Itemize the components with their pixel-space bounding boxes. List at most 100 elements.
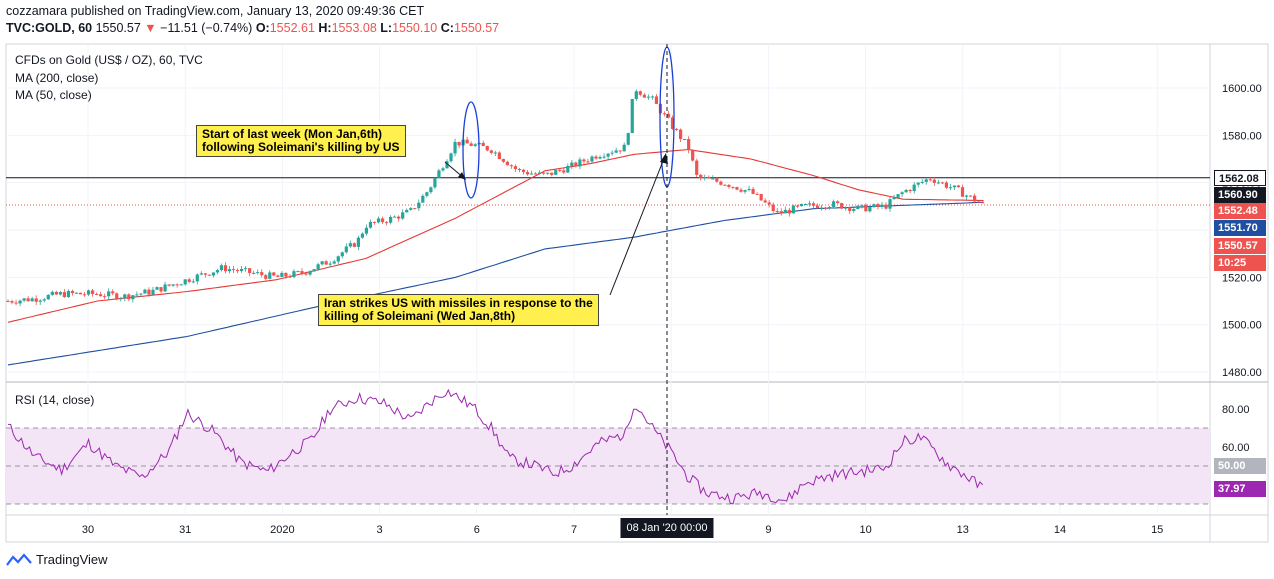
annotation-jan6-line2: following Soleimani's killing by US xyxy=(202,140,400,154)
rsi-line xyxy=(7,388,984,505)
candle-body-241 xyxy=(977,201,981,203)
candle-body-160 xyxy=(650,96,654,98)
candle-body-61 xyxy=(252,272,256,274)
candle-body-48 xyxy=(199,273,203,275)
candle-body-12 xyxy=(54,291,58,295)
candle-body-181 xyxy=(735,187,739,190)
candle-body-189 xyxy=(767,202,771,205)
candle-body-233 xyxy=(944,182,949,188)
candle-body-68 xyxy=(280,272,284,277)
candle-body-9 xyxy=(42,299,46,301)
highlight-ellipse-jan6 xyxy=(462,101,480,199)
candle-body-41 xyxy=(171,284,175,286)
candle-body-32 xyxy=(135,294,139,296)
rsi-value-tag: 37.97 xyxy=(1214,481,1266,497)
candle-body-229 xyxy=(928,179,932,181)
candle-body-35 xyxy=(147,289,151,295)
candle-body-219 xyxy=(888,199,892,209)
candle-body-176 xyxy=(715,178,719,182)
candle-body-111 xyxy=(453,141,457,154)
candle-body-153 xyxy=(622,144,626,152)
candle-body-134 xyxy=(546,172,550,174)
candle-body-60 xyxy=(248,268,252,274)
price-tag-ma50: 1552.48 xyxy=(1214,203,1266,219)
candle-body-187 xyxy=(759,193,763,201)
candle-body-230 xyxy=(932,179,936,183)
tradingview-logo[interactable]: TradingView xyxy=(6,552,108,567)
candle-body-183 xyxy=(743,190,747,192)
candle-body-232 xyxy=(940,182,944,184)
candle-body-209 xyxy=(848,207,852,211)
candle-body-108 xyxy=(441,168,445,171)
candle-body-8 xyxy=(38,300,42,302)
candle-body-152 xyxy=(618,150,622,152)
candle-body-101 xyxy=(413,208,417,210)
candle-body-74 xyxy=(304,273,308,275)
candle-body-3 xyxy=(18,300,22,304)
rsi-tick-label-0: 80.00 xyxy=(1222,404,1250,416)
candle-body-128 xyxy=(521,169,526,173)
price-tick-label-0: 1480.00 xyxy=(1222,367,1262,379)
candle-body-214 xyxy=(868,207,872,212)
candle-body-43 xyxy=(179,284,183,286)
candle-body-186 xyxy=(755,193,759,195)
candle-body-242 xyxy=(981,202,985,204)
arrow-note2-head xyxy=(660,153,668,164)
candle-body-104 xyxy=(425,192,429,196)
annotation-jan8[interactable]: Iran strikes US with missiles in respons… xyxy=(318,294,599,326)
annotation-jan6[interactable]: Start of last week (Mon Jan,6th) followi… xyxy=(196,125,406,157)
candle-body-14 xyxy=(62,292,66,298)
legend-ma50[interactable]: MA (50, close) xyxy=(15,88,92,102)
symbol: TVC:GOLD, 60 xyxy=(6,21,93,35)
candle-body-24 xyxy=(103,296,107,298)
price-tick-label-1: 1500.00 xyxy=(1222,320,1262,332)
candle-body-196 xyxy=(795,205,799,207)
candle-body-71 xyxy=(292,271,296,277)
candle-body-16 xyxy=(70,290,75,294)
candle-body-89 xyxy=(364,227,369,234)
candle-body-46 xyxy=(191,281,195,283)
candle-body-69 xyxy=(284,272,288,277)
candle-body-208 xyxy=(844,207,848,209)
candle-body-109 xyxy=(445,161,449,169)
candle-body-129 xyxy=(525,172,530,175)
candle-body-25 xyxy=(107,291,111,297)
candle-body-119 xyxy=(485,146,489,151)
time-tick-label-7: 9 xyxy=(765,524,772,536)
legend-rsi[interactable]: RSI (14, close) xyxy=(15,393,95,407)
candle-body-212 xyxy=(860,204,864,206)
price-tick-label-2: 1520.00 xyxy=(1222,272,1262,284)
candle-body-118 xyxy=(481,142,485,147)
candle-body-29 xyxy=(123,294,127,299)
candle-body-215 xyxy=(872,204,876,208)
candle-body-64 xyxy=(264,275,268,279)
candle-body-178 xyxy=(723,184,727,186)
candle-body-177 xyxy=(719,181,723,185)
candle-body-84 xyxy=(344,246,348,253)
candle-body-82 xyxy=(336,256,340,262)
candle-body-34 xyxy=(143,289,147,294)
candle-body-136 xyxy=(554,170,558,175)
candle-body-173 xyxy=(703,177,707,179)
candle-body-26 xyxy=(111,291,115,294)
price-tick-label-6: 1600.00 xyxy=(1222,83,1262,95)
close-value: 1550.57 xyxy=(453,21,500,35)
candle-body-179 xyxy=(727,184,731,187)
candle-body-45 xyxy=(187,279,191,282)
candle-body-0 xyxy=(6,301,10,302)
candle-body-191 xyxy=(775,210,779,212)
annotation-jan8-line2: killing of Soleimani (Wed Jan,8th) xyxy=(324,309,516,323)
candle-body-142 xyxy=(578,159,582,167)
price-tag-black: 1560.90 xyxy=(1214,187,1266,203)
candle-body-81 xyxy=(332,261,336,264)
legend-main[interactable]: CFDs on Gold (US$ / OZ), 60, TVC xyxy=(15,53,203,67)
candle-body-75 xyxy=(308,271,312,275)
candle-body-148 xyxy=(602,156,606,158)
legend-ma200[interactable]: MA (200, close) xyxy=(15,71,99,85)
last-price: 1550.57 xyxy=(95,21,141,35)
candle-body-85 xyxy=(348,243,352,247)
candle-body-216 xyxy=(876,204,880,207)
candle-body-221 xyxy=(896,194,900,198)
candle-body-103 xyxy=(421,195,425,203)
